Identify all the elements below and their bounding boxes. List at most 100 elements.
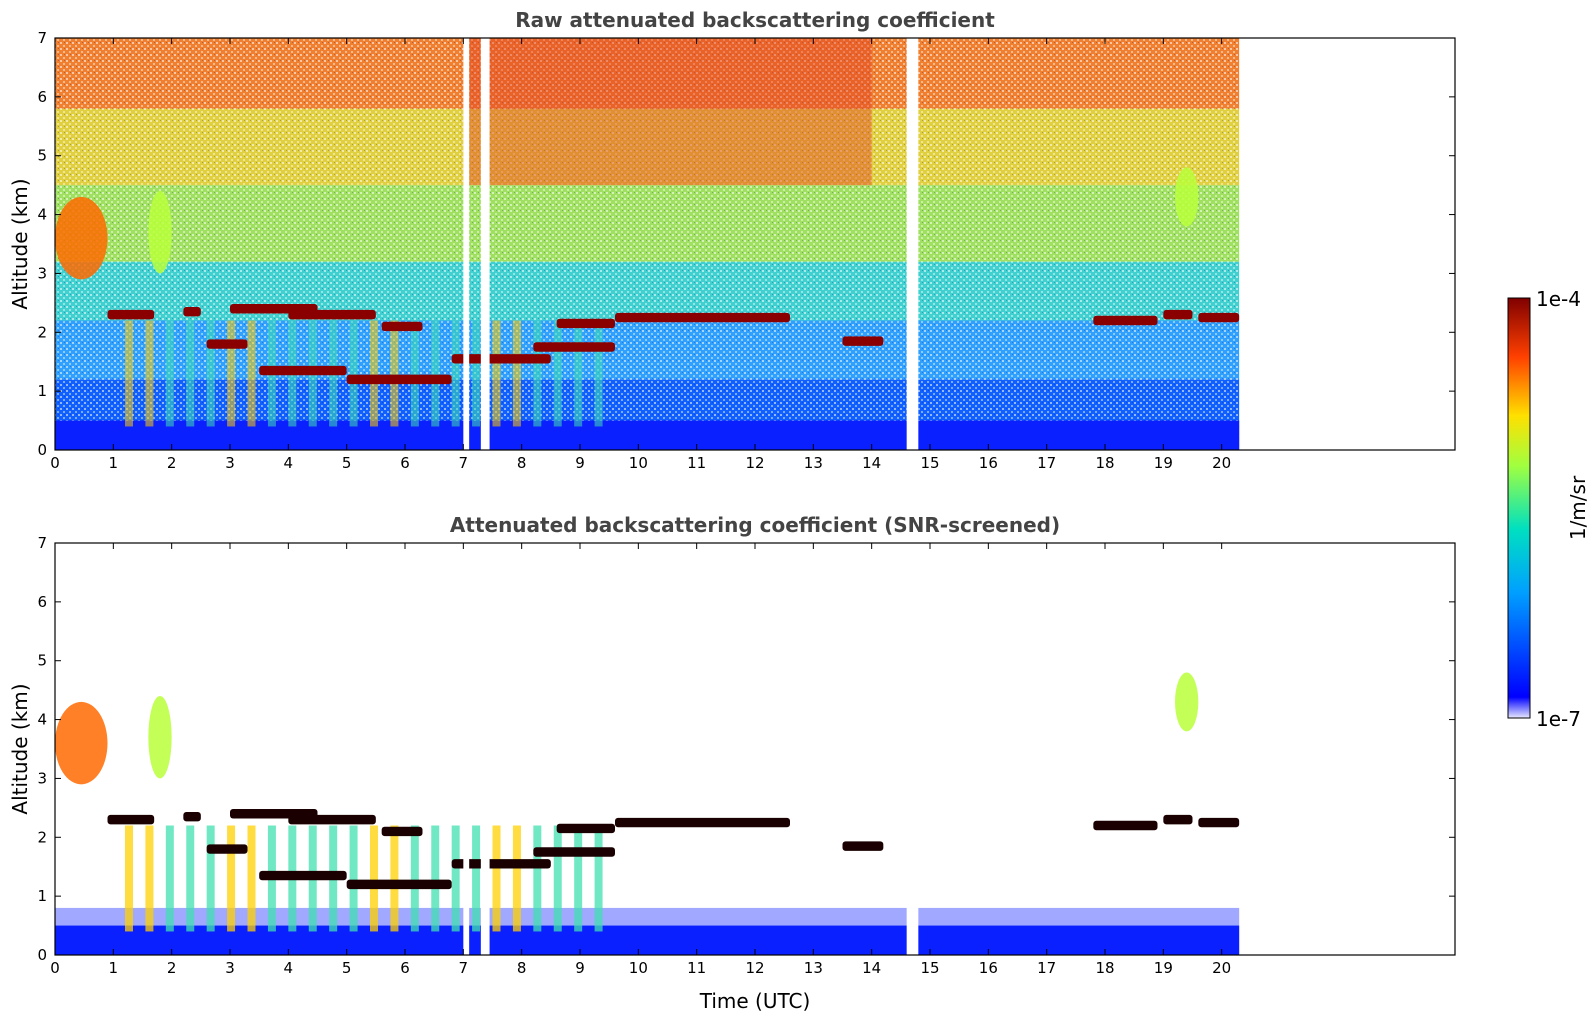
x-tick-label: 5 (342, 454, 352, 472)
y-tick-label: 0 (37, 946, 47, 964)
x-tick-label: 10 (629, 959, 648, 977)
panel2-x-axis-label: Time (UTC) (699, 989, 811, 1013)
colorbar-unit-label: 1/m/sr (1566, 475, 1590, 540)
data-gap (480, 543, 490, 955)
fall-streak (431, 825, 440, 932)
x-tick-label: 8 (517, 454, 527, 472)
cloud-layer (183, 811, 201, 822)
fall-streak (186, 320, 195, 427)
fall-streak (125, 825, 133, 932)
x-tick-label: 20 (1212, 959, 1231, 977)
cloud-layer (1093, 315, 1158, 326)
x-tick-label: 16 (979, 959, 998, 977)
fall-streak (247, 320, 256, 427)
fall-streak (472, 320, 481, 427)
x-tick-label: 19 (1154, 959, 1173, 977)
fall-streak (553, 320, 562, 427)
fall-streak (553, 825, 562, 932)
panel2-y-ticks: 0 1 2 3 4 5 6 7 (37, 534, 1455, 964)
x-tick-label: 17 (1037, 454, 1056, 472)
cloud-layer (842, 336, 884, 346)
cloud-layer (288, 309, 376, 320)
x-tick-label: 3 (225, 454, 235, 472)
fall-streak (247, 825, 256, 932)
data-gap (906, 543, 919, 955)
y-tick-label: 1 (37, 887, 47, 905)
aerosol-plume (148, 696, 172, 779)
fall-streak (227, 825, 236, 932)
panel1-heatmap (55, 38, 1240, 450)
fall-streak (165, 320, 174, 427)
fall-streak (512, 320, 521, 427)
fall-streak (390, 320, 399, 427)
y-tick-label: 7 (37, 534, 47, 552)
cloud-layer (206, 339, 248, 349)
x-tick-label: 7 (459, 454, 469, 472)
y-tick-label: 3 (37, 264, 47, 282)
x-tick-label: 6 (400, 454, 410, 472)
x-tick-label: 20 (1212, 454, 1231, 472)
cloud-layer (615, 817, 790, 828)
x-tick-label: 13 (804, 454, 823, 472)
panel1-y-ticks: 0 1 2 3 4 5 6 7 (37, 29, 1455, 459)
aerosol-plume (55, 196, 108, 280)
x-tick-label: 9 (575, 959, 585, 977)
fall-streak (594, 825, 603, 932)
data-gap (463, 543, 470, 955)
x-tick-label: 10 (629, 454, 648, 472)
panel2-heatmap (55, 543, 1240, 955)
x-tick-label: 2 (167, 454, 177, 472)
colorbar-min-label: 1e-7 (1536, 707, 1581, 731)
x-tick-label: 12 (745, 959, 764, 977)
panel2-y-axis-label: Altitude (km) (8, 683, 32, 814)
x-tick-label: 17 (1037, 959, 1056, 977)
cloud-layer (533, 847, 615, 857)
fall-streak (594, 320, 603, 427)
cloud-layer (533, 342, 615, 352)
fall-streak (125, 320, 133, 427)
cloud-layer (615, 312, 790, 323)
x-tick-label: 5 (342, 959, 352, 977)
cloud-layer (556, 823, 615, 834)
fall-streak (165, 825, 174, 932)
fall-streak (349, 825, 358, 932)
cloud-layer (451, 354, 551, 364)
x-tick-label: 0 (50, 454, 60, 472)
cloud-layer (259, 365, 347, 376)
fall-streak (349, 320, 358, 427)
aerosol-plume (148, 191, 172, 274)
panel2-x-ticks: 0 1 2 3 4 5 6 7 8 9 10 11 12 13 14 15 16 17 18 19 20 (50, 543, 1231, 977)
aerosol-plume (1175, 167, 1199, 227)
x-tick-label: 4 (284, 959, 294, 977)
fall-streak (492, 825, 501, 932)
panel2-title: Attenuated backscattering coefficient (S… (450, 513, 1060, 537)
y-tick-label: 5 (37, 652, 47, 670)
x-tick-label: 1 (109, 454, 119, 472)
x-tick-label: 6 (400, 959, 410, 977)
fall-streak (512, 825, 521, 932)
y-tick-label: 5 (37, 147, 47, 165)
raw-backscatter-panel: Raw attenuated backscattering coefficien… (8, 8, 1456, 472)
panel1-y-axis-label: Altitude (km) (8, 178, 32, 309)
fall-streak (451, 825, 460, 932)
cloud-layer (259, 870, 347, 881)
x-tick-label: 0 (50, 959, 60, 977)
aerosol-plume (55, 701, 108, 785)
fall-streak (145, 825, 154, 932)
x-tick-label: 18 (1095, 959, 1114, 977)
data-gap (906, 38, 919, 450)
fall-streak (574, 825, 583, 932)
x-tick-label: 16 (979, 454, 998, 472)
cloud-layer (206, 844, 248, 854)
fall-streak (431, 320, 440, 427)
cloud-layer (1093, 820, 1158, 831)
x-tick-label: 7 (459, 959, 469, 977)
x-tick-label: 11 (687, 959, 706, 977)
y-tick-label: 2 (37, 323, 47, 341)
y-tick-label: 2 (37, 828, 47, 846)
fall-streak (472, 825, 481, 932)
y-tick-label: 3 (37, 769, 47, 787)
panel1-title: Raw attenuated backscattering coefficien… (515, 8, 995, 32)
colorbar-max-label: 1e-4 (1536, 287, 1581, 311)
cloud-layer (107, 814, 155, 825)
